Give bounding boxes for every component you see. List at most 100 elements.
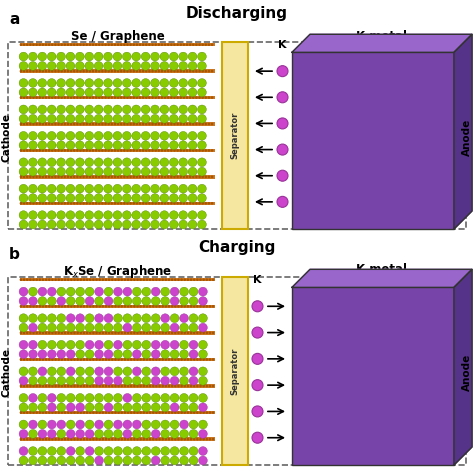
Circle shape <box>29 149 32 152</box>
Circle shape <box>57 340 66 349</box>
Circle shape <box>35 70 38 73</box>
Circle shape <box>36 411 38 414</box>
Circle shape <box>188 88 197 97</box>
Circle shape <box>19 131 28 140</box>
Circle shape <box>114 420 122 429</box>
Circle shape <box>91 96 94 99</box>
Circle shape <box>75 105 84 114</box>
Circle shape <box>19 358 22 361</box>
Circle shape <box>161 202 163 205</box>
Circle shape <box>201 70 204 73</box>
Circle shape <box>76 314 84 323</box>
Circle shape <box>169 88 178 97</box>
Circle shape <box>120 96 122 99</box>
Circle shape <box>155 358 158 361</box>
Circle shape <box>85 220 93 229</box>
Circle shape <box>76 367 84 376</box>
Circle shape <box>212 305 214 308</box>
Circle shape <box>86 278 89 281</box>
Circle shape <box>29 123 32 125</box>
Circle shape <box>86 385 89 387</box>
Circle shape <box>76 420 84 429</box>
Circle shape <box>28 456 37 465</box>
Circle shape <box>149 358 151 361</box>
Circle shape <box>252 380 263 391</box>
Circle shape <box>126 202 129 205</box>
Circle shape <box>57 438 60 440</box>
Circle shape <box>149 331 151 334</box>
Circle shape <box>120 331 123 334</box>
Circle shape <box>94 52 103 61</box>
Circle shape <box>139 411 142 414</box>
Circle shape <box>114 438 117 440</box>
Circle shape <box>132 367 141 376</box>
Circle shape <box>76 340 84 349</box>
Circle shape <box>105 305 107 308</box>
Circle shape <box>38 358 41 361</box>
Circle shape <box>73 358 76 361</box>
Circle shape <box>183 411 186 414</box>
Circle shape <box>170 70 173 73</box>
Circle shape <box>67 358 70 361</box>
Circle shape <box>117 175 119 178</box>
Circle shape <box>85 52 93 61</box>
Circle shape <box>151 297 160 305</box>
Circle shape <box>66 52 75 61</box>
Circle shape <box>152 305 155 308</box>
Circle shape <box>95 411 98 414</box>
Circle shape <box>187 358 189 361</box>
Circle shape <box>192 44 195 46</box>
Circle shape <box>113 114 122 123</box>
Circle shape <box>89 44 91 46</box>
Circle shape <box>158 331 161 334</box>
Circle shape <box>38 393 47 402</box>
Circle shape <box>75 52 84 61</box>
Circle shape <box>80 331 82 334</box>
Circle shape <box>151 114 159 123</box>
Circle shape <box>180 438 183 440</box>
Circle shape <box>204 175 207 178</box>
Circle shape <box>101 149 104 152</box>
Circle shape <box>114 403 122 412</box>
Circle shape <box>114 123 116 125</box>
Circle shape <box>195 96 198 99</box>
Circle shape <box>142 44 145 46</box>
Circle shape <box>132 96 135 99</box>
Circle shape <box>190 385 192 387</box>
Circle shape <box>104 340 113 349</box>
Circle shape <box>164 149 166 152</box>
Circle shape <box>113 220 122 229</box>
Circle shape <box>141 194 150 202</box>
Circle shape <box>91 149 94 152</box>
Polygon shape <box>292 34 472 52</box>
Circle shape <box>66 220 75 229</box>
Circle shape <box>45 44 47 46</box>
Circle shape <box>32 358 35 361</box>
Circle shape <box>170 123 173 125</box>
Circle shape <box>99 278 101 281</box>
Circle shape <box>114 393 122 402</box>
Circle shape <box>127 411 129 414</box>
Circle shape <box>204 70 207 73</box>
Circle shape <box>38 211 46 219</box>
Circle shape <box>201 123 204 125</box>
Circle shape <box>209 278 211 281</box>
Circle shape <box>26 358 28 361</box>
Circle shape <box>169 114 178 123</box>
Circle shape <box>114 202 116 205</box>
Circle shape <box>47 429 56 438</box>
Circle shape <box>201 44 204 46</box>
Circle shape <box>82 278 85 281</box>
Circle shape <box>47 456 56 465</box>
Circle shape <box>151 211 159 219</box>
Circle shape <box>188 211 197 219</box>
Circle shape <box>82 175 85 178</box>
Circle shape <box>180 314 189 323</box>
Circle shape <box>152 331 155 334</box>
Circle shape <box>193 438 195 440</box>
Circle shape <box>76 202 79 205</box>
Circle shape <box>32 278 35 281</box>
Circle shape <box>26 278 28 281</box>
Circle shape <box>94 79 103 87</box>
Circle shape <box>47 403 56 412</box>
